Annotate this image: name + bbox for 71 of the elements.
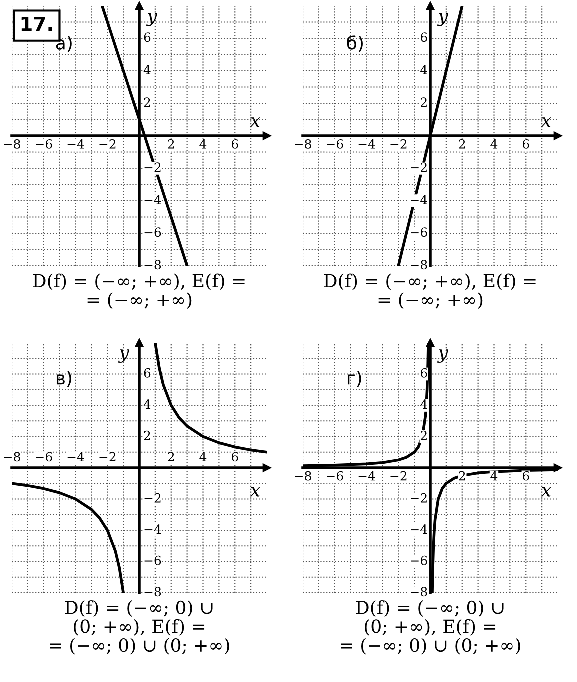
x-tick-label: −6 (326, 139, 344, 149)
y-tick-label: −2 (144, 493, 161, 503)
y-axis-title: y (118, 350, 130, 363)
x-tick-label: −8 (4, 452, 20, 462)
y-tick-label: −2 (144, 162, 161, 172)
x-tick-label: 4 (490, 471, 498, 481)
y-tick-label: −4 (411, 195, 428, 204)
text: D(f) = (−∞; 0) ∪ (0; +∞), E(f) = = (−∞; 0) ∪ (0; +∞) (341, 600, 520, 655)
x-tick-label: 4 (490, 139, 498, 149)
y-tick-label: −2 (411, 162, 427, 172)
y-tick-label: 4 (420, 65, 428, 74)
text: D(f) = (−∞; +∞), E(f) = = (−∞; +∞) (33, 274, 245, 310)
y-tick-label: 6 (144, 368, 151, 378)
x-axis-title: x (541, 118, 552, 128)
y-tick-label: −8 (411, 260, 428, 270)
y-tick-label: 4 (420, 400, 428, 409)
x-tick-label: −6 (326, 471, 344, 481)
x-tick-label: −8 (4, 139, 20, 149)
y-tick-label: −2 (411, 493, 427, 503)
x-tick-label: 6 (522, 139, 530, 149)
x-tick-label: 2 (459, 139, 466, 149)
y-tick-label: −6 (411, 228, 428, 238)
text: б) (347, 36, 363, 52)
y-tick-label: −8 (411, 587, 428, 597)
y-tick-label: −4 (144, 524, 162, 534)
y-axis-title: y (146, 13, 158, 26)
x-tick-label: −6 (36, 452, 52, 462)
text: D(f) = (−∞; +∞), E(f) = = (−∞; +∞) (324, 274, 536, 310)
x-tick-label: −8 (295, 471, 312, 481)
y-tick-label: −6 (144, 228, 162, 238)
y-tick-label: 2 (421, 430, 427, 440)
y-tick-label: 6 (420, 368, 428, 378)
x-tick-label: −2 (390, 139, 407, 149)
x-tick-label: 2 (168, 452, 174, 462)
x-axis-title: x (541, 487, 552, 497)
x-tick-label: −4 (358, 471, 376, 481)
x-tick-label: 6 (522, 471, 530, 481)
x-tick-label: 2 (168, 139, 174, 149)
y-tick-label: 6 (420, 32, 428, 42)
x-axis-title: x (250, 118, 260, 128)
x-tick-label: −8 (295, 139, 312, 149)
text: D(f) = (−∞; 0) ∪ (0; +∞), E(f) = = (−∞; 0) ∪ (0; +∞) (50, 600, 230, 655)
y-tick-label: −6 (411, 556, 428, 566)
y-tick-label: 2 (144, 430, 150, 440)
y-tick-label: −4 (411, 524, 428, 534)
x-tick-label: −2 (100, 139, 116, 149)
x-tick-label: −2 (100, 452, 116, 462)
x-tick-label: −2 (390, 471, 407, 481)
y-tick-label: −8 (144, 587, 162, 597)
x-tick-label: −4 (68, 452, 84, 462)
x-tick-label: −4 (68, 139, 84, 149)
y-tick-label: −4 (144, 195, 162, 204)
y-axis-title: y (437, 350, 449, 363)
text: г) (348, 370, 362, 388)
y-axis-title: y (437, 13, 449, 26)
y-tick-label: 2 (144, 98, 150, 107)
y-tick-label: 6 (144, 32, 151, 42)
x-tick-label: −6 (36, 139, 52, 149)
text: в) (56, 370, 72, 388)
y-tick-label: 2 (421, 98, 427, 107)
annotation: 17. (22, 17, 52, 32)
x-tick-label: 4 (200, 139, 207, 149)
x-axis-title: x (250, 487, 260, 497)
y-tick-label: 4 (144, 400, 151, 409)
x-tick-label: −4 (358, 139, 376, 149)
y-tick-label: −8 (144, 260, 162, 270)
x-tick-label: 6 (232, 452, 238, 462)
y-tick-label: 4 (144, 65, 151, 74)
x-tick-label: 6 (232, 139, 238, 149)
y-tick-label: −6 (144, 556, 162, 566)
x-tick-label: 4 (200, 452, 207, 462)
